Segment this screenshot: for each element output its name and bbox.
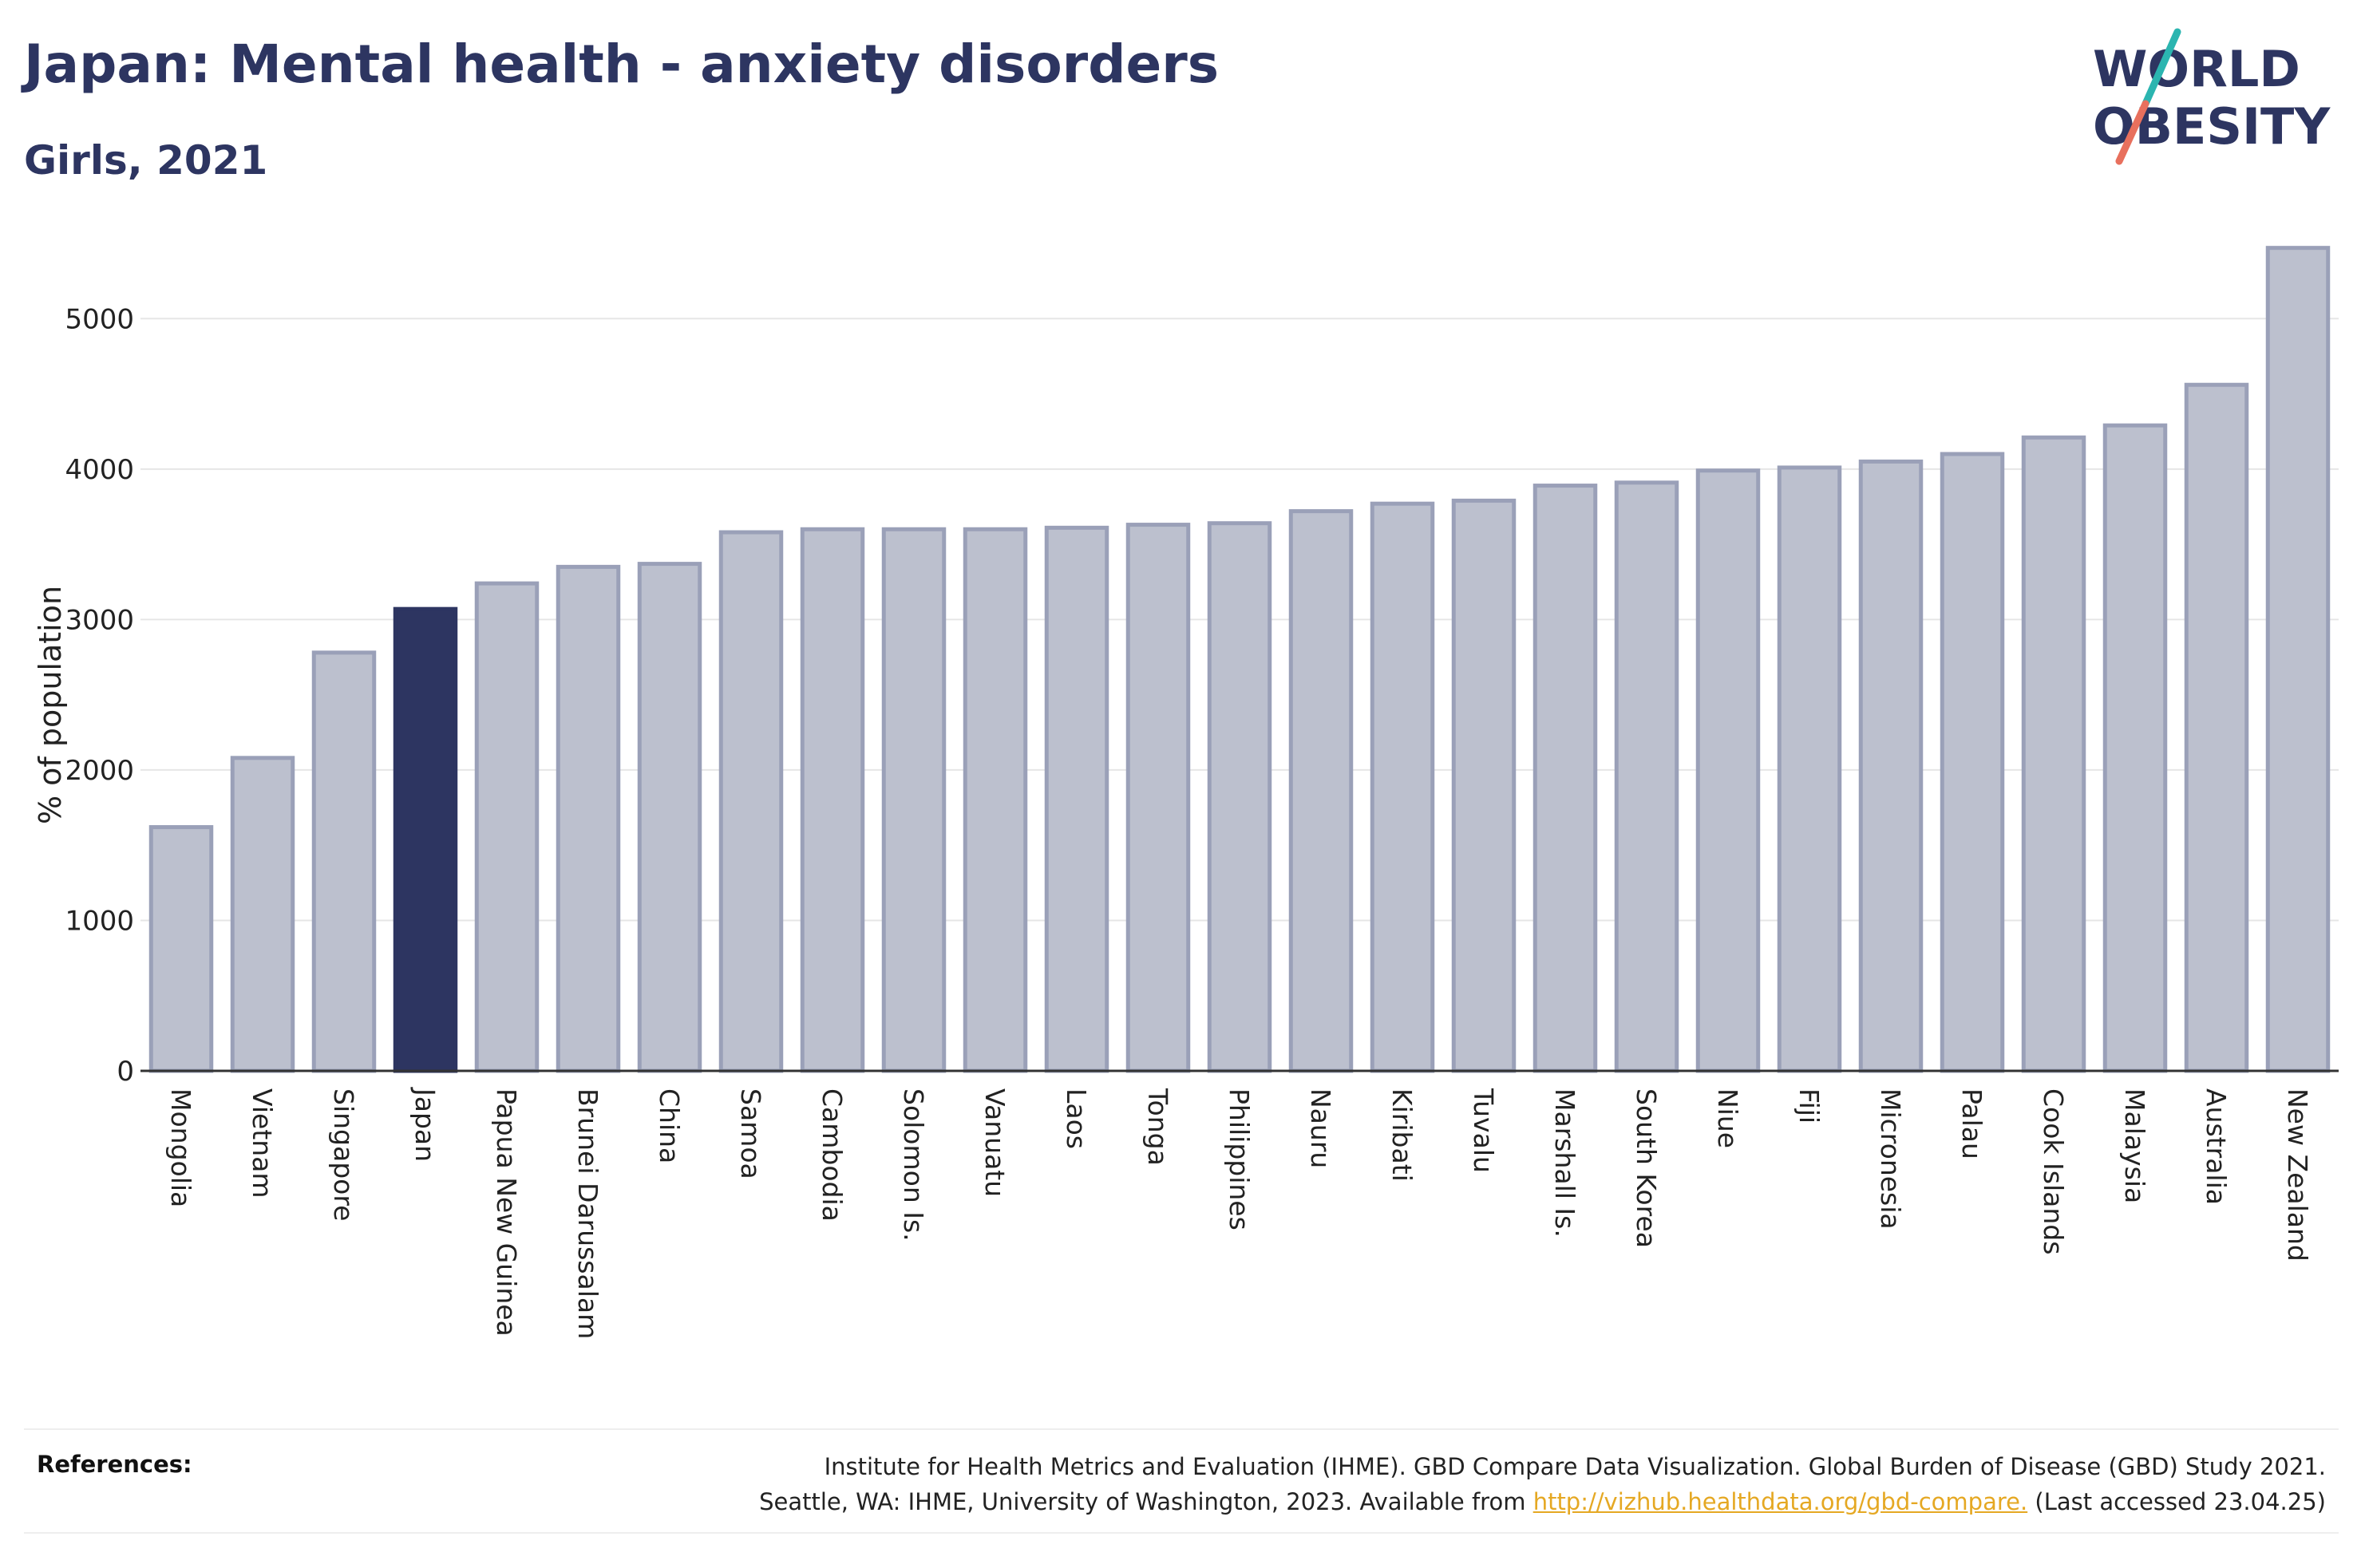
bar-chart: 0 1000 2000 3000 4000 5000 Mongolia Vietnam Sin… [33,246,2339,1339]
bar-cook-islands[interactable] [2021,435,2086,1073]
x-category-label: New Zealand [2282,1088,2313,1262]
x-category-label: Marshall Is. [1549,1088,1580,1238]
logo-text-world: WORLD [2093,40,2300,98]
x-category-label: Samoa [735,1088,766,1179]
chart-subtitle: Girls, 2021 [24,137,268,184]
x-category-label: Micronesia [1875,1088,1906,1230]
y-tick-label: 3000 [65,604,134,636]
logo-slash-top [2142,28,2181,108]
bar-mongolia[interactable] [148,825,214,1073]
x-category-label: Cambodia [817,1088,848,1222]
bar-singapore[interactable] [311,650,377,1073]
x-category-label: Kiribati [1386,1088,1418,1182]
y-axis-label: % of population [33,586,68,824]
y-tick-label: 1000 [65,905,134,937]
logo-slash-bottom [2115,100,2149,165]
bar-japan[interactable] [393,606,458,1073]
x-category-label: Nauru [1305,1088,1336,1168]
bar-cambodia[interactable] [800,527,865,1073]
bar-laos[interactable] [1044,525,1109,1073]
x-category-label: Philippines [1224,1088,1255,1230]
y-tick-label: 2000 [65,755,134,787]
y-axis-ticks: 0 1000 2000 3000 4000 5000 [65,303,134,1088]
bar-vietnam[interactable] [230,756,295,1073]
references-footer: References: Institute for Health Metrics… [24,1428,2339,1534]
x-category-label: Japan [409,1087,441,1162]
x-category-label: Vanuatu [979,1088,1010,1197]
x-category-label: Mongolia [165,1088,196,1207]
x-category-label: China [654,1088,685,1163]
x-category-label: Palau [1956,1088,1987,1159]
x-category-label: Tuvalu [1468,1088,1499,1173]
bar-australia[interactable] [2184,382,2249,1073]
bar-marshall-is[interactable] [1532,484,1598,1073]
x-category-label: Singapore [328,1088,359,1221]
bar-brunei-darussalam[interactable] [556,564,621,1073]
x-category-label: Australia [2201,1088,2232,1205]
bar-palau[interactable] [1940,452,2005,1073]
bar-malaysia[interactable] [2102,423,2168,1073]
references-label: References: [37,1451,192,1478]
bar-samoa[interactable] [718,530,784,1073]
y-tick-label: 5000 [65,303,134,335]
bar-solomon-is[interactable] [881,527,947,1073]
references-line-1: Institute for Health Metrics and Evaluat… [824,1453,2326,1480]
y-tick-label: 0 [117,1056,134,1088]
bar-tuvalu[interactable] [1451,498,1517,1073]
x-category-label: South Korea [1631,1088,1662,1248]
references-line-2-suffix: (Last accessed 23.04.25) [2027,1488,2326,1515]
y-tick-label: 4000 [65,454,134,486]
x-category-label: Malaysia [2119,1088,2150,1203]
bar-niue[interactable] [1695,468,1761,1073]
world-obesity-logo: WORLD OBESITY [2093,28,2331,165]
bar-nauru[interactable] [1288,509,1354,1073]
bar-papua-new-guinea[interactable] [474,581,540,1073]
x-axis-labels: Mongolia Vietnam Singapore Japan Papua New G… [165,1087,2313,1339]
bar-kiribati[interactable] [1370,501,1435,1073]
x-category-label: Brunei Darussalam [572,1088,603,1339]
bars [148,246,2331,1073]
references-line-2-prefix: Seattle, WA: IHME, University of Washing… [759,1488,1533,1515]
references-link[interactable]: http://vizhub.healthdata.org/gbd-compare… [1532,1488,2028,1515]
bar-china[interactable] [637,562,702,1073]
x-category-label: Niue [1712,1088,1743,1148]
bar-micronesia[interactable] [1858,459,1924,1073]
bar-vanuatu[interactable] [963,527,1028,1073]
x-category-label: Tonga [1142,1088,1173,1166]
x-category-label: Solomon Is. [898,1088,929,1242]
chart-title: Japan: Mental health - anxiety disorders [24,34,1220,95]
x-category-label: Vietnam [247,1088,278,1199]
x-category-label: Papua New Guinea [491,1088,522,1337]
x-category-label: Laos [1061,1088,1092,1149]
bar-philippines[interactable] [1207,521,1272,1073]
bar-south-korea[interactable] [1614,480,1679,1073]
x-category-label: Cook Islands [2038,1088,2069,1254]
bar-tonga[interactable] [1125,523,1191,1073]
bar-fiji[interactable] [1777,465,1842,1073]
bar-new-zealand[interactable] [2265,246,2331,1073]
x-category-label: Fiji [1793,1088,1825,1124]
references-line-2: Seattle, WA: IHME, University of Washing… [759,1484,2326,1519]
references-text: Institute for Health Metrics and Evaluat… [759,1449,2326,1519]
